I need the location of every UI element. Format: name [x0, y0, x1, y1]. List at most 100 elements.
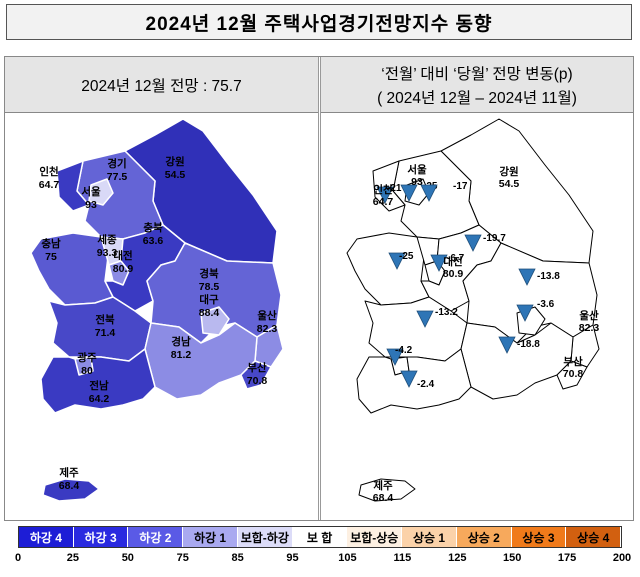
change-marker-7	[416, 310, 434, 328]
right-label-name-3: 대전	[443, 255, 462, 268]
region-seoul	[88, 178, 114, 206]
right-label-name-1: 인천	[373, 183, 392, 196]
legend-cell-3: 하강 1	[183, 527, 238, 547]
change-marker-3	[464, 234, 482, 252]
left-label-value-1: 93	[85, 199, 97, 211]
panel-divider	[318, 56, 321, 521]
region-jeju	[42, 478, 100, 502]
outline-gyeongbuk	[462, 242, 598, 344]
left-label-value-0: 64.7	[39, 179, 60, 191]
right-header-line2: ( 2024년 12월 – 2024년 11월)	[377, 89, 577, 107]
right-label-name-0: 서울	[407, 163, 427, 176]
legend-cell-10: 상승 4	[566, 527, 622, 547]
change-marker-8	[516, 304, 534, 322]
change-value-4: -25	[399, 251, 414, 262]
right-label-value-0: 93	[411, 176, 423, 188]
change-marker-10	[386, 348, 404, 366]
legend-tick-10: 175	[557, 552, 577, 564]
right-label-value-1: 64.7	[373, 196, 394, 208]
outline-jeju	[358, 478, 416, 502]
right-label-value-2: 54.5	[499, 178, 520, 190]
left-panel-header: 2024년 12월 전망 : 75.7	[5, 56, 318, 113]
region-busan	[240, 360, 272, 390]
left-label-name-0: 인천	[39, 165, 58, 178]
left-label-name-5: 세종	[97, 233, 117, 246]
right-map-panel: -21-25-17-19.7-25-6.7-13.8-13.2-3.6-18.8…	[321, 113, 633, 521]
left-label-value-13: 80	[81, 365, 93, 377]
change-marker-11	[400, 370, 418, 388]
change-marker-1	[400, 184, 418, 202]
legend-cell-4: 보합-하강	[237, 527, 293, 547]
page-title: 2024년 12월 주택사업경기전망지수 동향	[6, 4, 632, 40]
left-label-name-13: 광주	[77, 352, 97, 364]
legend-tick-2: 50	[121, 552, 134, 564]
left-label-name-10: 울산	[257, 309, 277, 322]
legend-cell-8: 상승 2	[456, 527, 512, 547]
change-marker-4	[388, 252, 406, 270]
left-label-name-2: 경기	[107, 157, 126, 170]
change-value-0: -21	[387, 183, 402, 194]
right-header-line1: ‘전월’ 대비 ‘당월’ 전망 변동(p)	[381, 65, 573, 83]
outline-chungnam	[346, 232, 430, 306]
legend-cell-5: 보 합	[292, 527, 348, 547]
outline-jeonnam	[356, 348, 472, 414]
change-value-8: -3.6	[537, 299, 555, 310]
left-label-value-10: 82.3	[257, 323, 278, 335]
left-label-name-12: 경남	[171, 335, 191, 348]
right-label-value-6: 68.4	[373, 492, 394, 504]
legend-cell-0: 하강 4	[19, 527, 74, 547]
legend-tick-5: 95	[286, 552, 299, 564]
region-incheon	[56, 160, 90, 212]
change-value-3: -19.7	[483, 233, 506, 244]
change-value-11: -2.4	[417, 379, 435, 390]
left-label-name-6: 대전	[113, 249, 132, 262]
right-label-name-2: 강원	[499, 165, 518, 178]
right-label-value-4: 82.3	[579, 322, 600, 334]
right-map-svg: -21-25-17-19.7-25-6.7-13.8-13.2-3.6-18.8…	[346, 118, 600, 504]
legend-cell-9: 상승 3	[511, 527, 567, 547]
left-label-name-1: 서울	[81, 185, 101, 198]
left-label-name-4: 충남	[41, 237, 61, 250]
legend-bar: 하강 4 하강 3 하강 2 하강 1 보합-하강 보 합 보합-상승 상승 1 상승 2 상승 …	[18, 526, 622, 548]
change-marker-0	[376, 186, 394, 204]
right-label-value-3: 80.9	[443, 268, 464, 280]
left-label-value-2: 77.5	[107, 171, 128, 183]
left-header-text: 2024년 12월 전망 : 75.7	[81, 77, 242, 95]
left-label-value-12: 81.2	[171, 349, 192, 361]
legend-cell-2: 하강 2	[128, 527, 184, 547]
region-daegu	[200, 306, 230, 336]
region-chungbuk	[104, 224, 186, 312]
left-label-value-16: 68.4	[59, 480, 80, 492]
left-label-value-15: 64.2	[89, 393, 110, 405]
left-label-name-8: 경북	[199, 267, 219, 280]
left-map-panel: 인천 64.7 서울 93 경기 77.5 강원 54.5 충남 75 세종 93.3 대전 80.9 충북…	[5, 113, 318, 521]
legend-tick-3: 75	[176, 552, 189, 564]
legend-tick-4: 85	[231, 552, 244, 564]
legend-tick-6: 105	[338, 552, 357, 564]
right-label-value-5: 70.8	[563, 368, 584, 380]
left-label-name-9: 대구	[199, 293, 219, 306]
left-label-name-15: 전남	[89, 379, 109, 392]
legend-cell-6: 보합-상승	[347, 527, 403, 547]
outline-incheon	[372, 160, 406, 212]
change-marker-9	[498, 336, 516, 354]
left-label-name-16: 제주	[59, 466, 79, 479]
legend-tick-8: 125	[448, 552, 467, 564]
change-value-10: -4.2	[395, 345, 413, 356]
left-label-value-14: 70.8	[247, 375, 268, 387]
change-marker-5	[430, 254, 448, 272]
change-marker-6	[518, 268, 536, 286]
left-label-name-3: 강원	[165, 155, 184, 168]
legend-tick-11: 200	[612, 552, 632, 564]
right-label-name-4: 울산	[579, 309, 599, 322]
legend-tick-1: 25	[66, 552, 80, 564]
left-label-value-6: 80.9	[113, 263, 134, 275]
left-label-value-11: 71.4	[95, 327, 116, 339]
legend-cell-1: 하강 3	[73, 527, 129, 547]
left-label-name-14: 부산	[247, 361, 267, 374]
right-panel-header: ‘전월’ 대비 ‘당월’ 전망 변동(p) ( 2024년 12월 – 2024…	[321, 56, 633, 113]
left-label-name-11: 전북	[95, 313, 115, 326]
left-label-name-7: 충북	[143, 221, 163, 234]
region-jeonnam	[40, 348, 156, 414]
